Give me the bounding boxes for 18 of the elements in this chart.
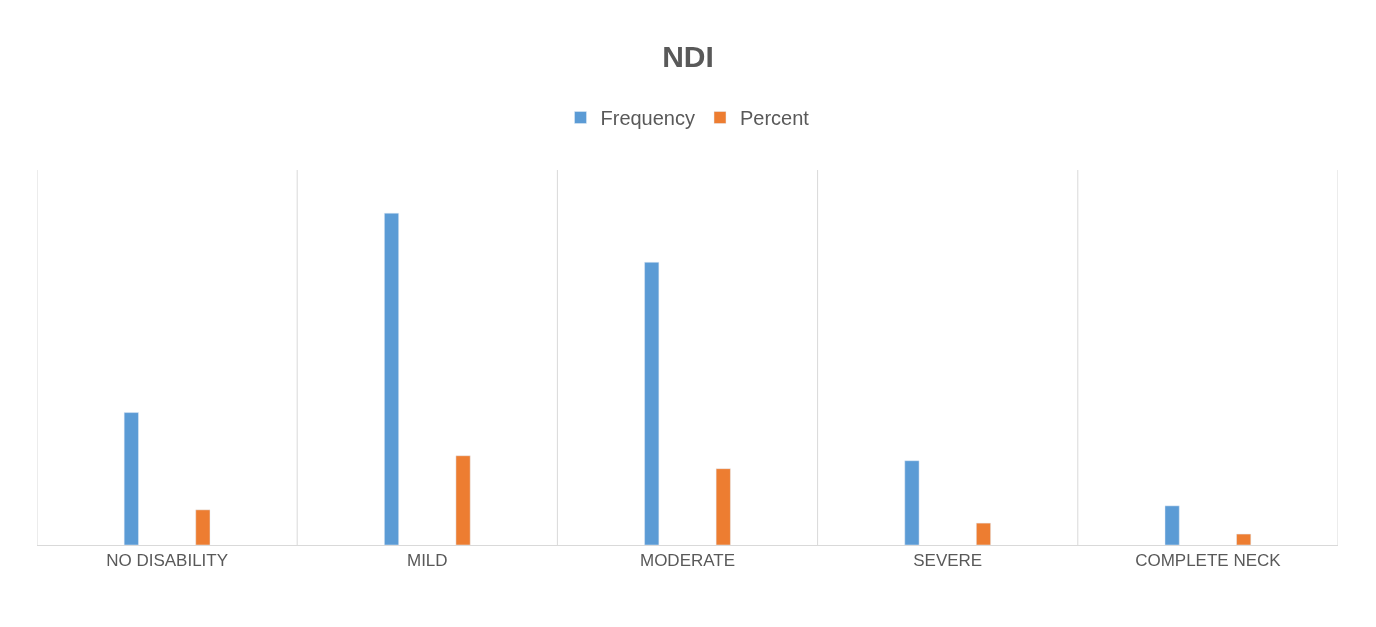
bar (1164, 505, 1180, 545)
x-tick-label: COMPLETE NECK (1135, 551, 1282, 571)
bar (195, 509, 211, 545)
bar (455, 455, 471, 545)
x-tick-label: SEVERE (913, 551, 983, 571)
bar (384, 212, 399, 545)
legend-label: Percent (740, 107, 810, 130)
bar (123, 412, 139, 545)
x-tick-label: NO DISABILITY (106, 551, 229, 571)
bar (904, 460, 920, 545)
x-tick-label: MODERATE (639, 551, 736, 571)
legend-label: Frequency (600, 107, 695, 130)
bar (644, 262, 660, 545)
bar (715, 468, 731, 545)
bar (1236, 533, 1252, 545)
x-tick-label: MILD (406, 551, 448, 571)
chart-title: NDI (662, 39, 714, 73)
bar (976, 522, 991, 545)
